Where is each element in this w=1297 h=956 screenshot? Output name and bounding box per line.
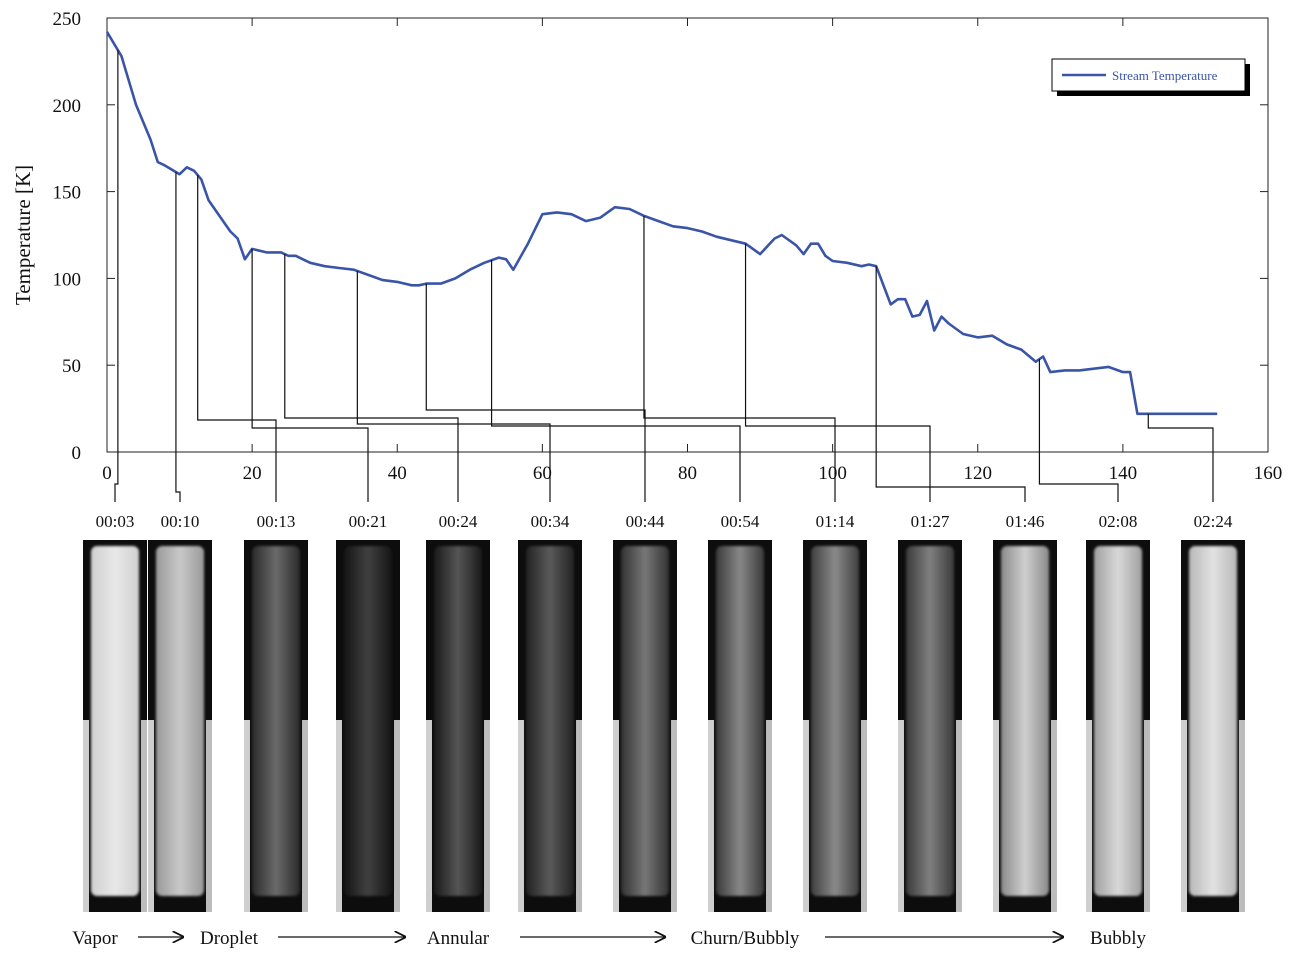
connector	[1147, 413, 1214, 502]
photo-flow	[621, 546, 669, 896]
connector	[643, 215, 836, 502]
photo-right-wall	[576, 720, 582, 912]
photo-flow	[252, 546, 300, 896]
x-tick-label: 120	[964, 463, 993, 484]
photo-flow	[344, 546, 392, 896]
photo-flow	[1001, 546, 1049, 896]
x-tick-label: 40	[388, 463, 407, 484]
timestamp: 00:34	[531, 512, 570, 531]
photo-left-wall	[148, 720, 154, 912]
y-tick-label: 0	[72, 443, 82, 464]
timestamp: 00:44	[626, 512, 665, 531]
x-tick-label: 0	[102, 463, 112, 484]
photo-right-wall	[671, 720, 677, 912]
regime-label: Droplet	[200, 928, 259, 949]
photo-right-wall	[484, 720, 490, 912]
timestamp: 00:13	[257, 512, 296, 531]
connector	[197, 175, 277, 502]
photo-right-wall	[302, 720, 308, 912]
timestamp: 00:54	[721, 512, 760, 531]
timestamp: 02:24	[1194, 512, 1233, 531]
photo-left-wall	[518, 720, 524, 912]
y-tick-label: 150	[53, 183, 82, 204]
timestamp: 02:08	[1099, 512, 1138, 531]
timestamp: 01:14	[816, 512, 855, 531]
timestamp: 00:24	[439, 512, 478, 531]
y-tick-label: 250	[53, 9, 82, 30]
photo-right-wall	[956, 720, 962, 912]
timestamp: 01:27	[911, 512, 950, 531]
photo-right-wall	[1051, 720, 1057, 912]
connector	[251, 248, 369, 502]
photo-left-wall	[244, 720, 250, 912]
timestamp: 00:10	[161, 512, 200, 531]
photo-right-wall	[861, 720, 867, 912]
connector	[175, 172, 181, 502]
photo-right-wall	[1144, 720, 1150, 912]
photo-left-wall	[336, 720, 342, 912]
photo-right-wall	[1239, 720, 1245, 912]
photo-flow	[434, 546, 482, 896]
photo-flow	[526, 546, 574, 896]
photo-left-wall	[708, 720, 714, 912]
photo-flow	[156, 546, 204, 896]
photo-flow	[1094, 546, 1142, 896]
timestamp: 00:21	[349, 512, 388, 531]
y-tick-label: 50	[62, 356, 81, 377]
x-tick-label: 140	[1109, 463, 1138, 484]
connector	[114, 50, 119, 502]
timestamp: 00:03	[96, 512, 135, 531]
timestamp: 01:46	[1006, 512, 1045, 531]
connector	[1038, 359, 1119, 502]
connector	[425, 283, 646, 502]
photo-left-wall	[803, 720, 809, 912]
photo-flow	[91, 546, 139, 896]
y-tick-label: 100	[53, 269, 82, 290]
photo-left-wall	[613, 720, 619, 912]
photo-flow	[811, 546, 859, 896]
x-tick-label: 160	[1254, 463, 1283, 484]
legend: Stream Temperature	[1051, 58, 1250, 96]
y-tick-label: 200	[53, 96, 82, 117]
connector	[875, 266, 1026, 502]
photo-right-wall	[394, 720, 400, 912]
connector	[490, 260, 741, 502]
photo-left-wall	[1086, 720, 1092, 912]
photo-flow	[716, 546, 764, 896]
photo-left-wall	[1181, 720, 1187, 912]
x-tick-label: 20	[243, 463, 262, 484]
photo-right-wall	[766, 720, 772, 912]
connector	[356, 271, 551, 502]
photo-flow	[1189, 546, 1237, 896]
photo-left-wall	[993, 720, 999, 912]
connector	[744, 243, 931, 502]
data-line	[105, 31, 1218, 416]
legend-label: Stream Temperature	[1112, 68, 1218, 83]
photo-left-wall	[426, 720, 432, 912]
photo-left-wall	[83, 720, 89, 912]
regime-label: Bubbly	[1090, 928, 1146, 949]
regime-label: Annular	[427, 928, 490, 949]
regime-label: Churn/Bubbly	[691, 928, 800, 949]
photo-right-wall	[141, 720, 147, 912]
regime-label: Vapor	[72, 928, 118, 949]
photo-flow	[906, 546, 954, 896]
y-axis-label: Temperature [K]	[11, 165, 35, 305]
photo-right-wall	[206, 720, 212, 912]
x-tick-label: 80	[678, 463, 697, 484]
photo-left-wall	[898, 720, 904, 912]
connector	[284, 254, 459, 502]
x-tick-label: 100	[818, 463, 847, 484]
x-tick-label: 60	[533, 463, 552, 484]
